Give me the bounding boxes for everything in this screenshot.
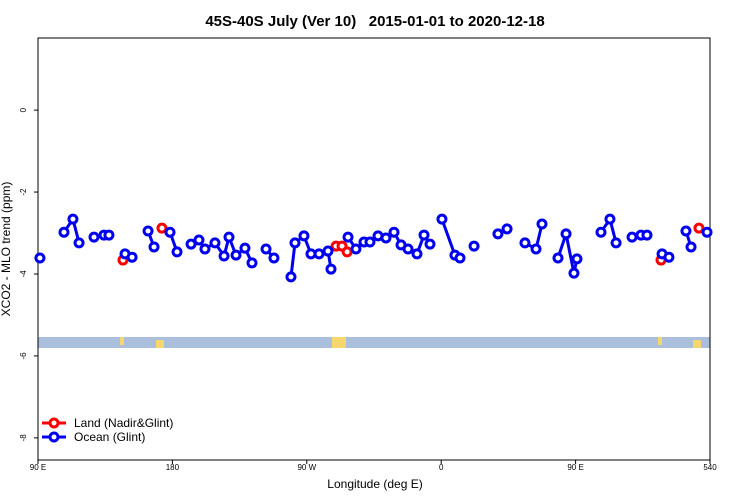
land-patch	[658, 337, 662, 345]
data-point	[268, 252, 280, 264]
data-point	[73, 237, 85, 249]
data-point	[492, 228, 504, 240]
y-tick-label: -6	[19, 352, 28, 360]
data-point	[285, 271, 297, 283]
data-point	[246, 257, 258, 269]
data-point	[322, 245, 334, 257]
data-point	[185, 238, 197, 250]
data-point	[342, 231, 354, 243]
data-point	[424, 238, 436, 250]
data-point	[519, 237, 531, 249]
chart-title: 45S-40S July (Ver 10) 2015-01-01 to 2020…	[205, 13, 544, 30]
data-point	[341, 246, 353, 258]
data-point	[604, 213, 616, 225]
data-point	[436, 213, 448, 225]
data-point	[364, 236, 376, 248]
x-tick-label: 90 E	[567, 463, 583, 472]
y-tick-label: -2	[19, 188, 28, 196]
legend-label: Land (Nadir&Glint)	[74, 416, 173, 430]
data-point	[298, 230, 310, 242]
data-point	[568, 267, 580, 279]
data-point	[313, 248, 325, 260]
x-tick-label: 90 W	[297, 463, 316, 472]
data-point	[325, 263, 337, 275]
data-point	[595, 226, 607, 238]
data-point	[402, 243, 414, 255]
data-point	[193, 234, 205, 246]
data-point	[223, 231, 235, 243]
land-patch	[120, 337, 124, 345]
legend-label: Ocean (Glint)	[74, 430, 145, 444]
map-strip	[38, 337, 710, 348]
data-point	[103, 229, 115, 241]
land-patch	[156, 340, 164, 348]
data-point	[126, 251, 138, 263]
data-point	[693, 222, 705, 234]
data-point	[142, 225, 154, 237]
data-point	[148, 241, 160, 253]
data-point	[380, 232, 392, 244]
data-point	[218, 250, 230, 262]
land-patch	[332, 337, 346, 348]
data-point	[468, 240, 480, 252]
data-point	[641, 229, 653, 241]
data-point	[626, 231, 638, 243]
x-tick-label: 0	[439, 463, 444, 472]
data-point	[230, 249, 242, 261]
x-tick-label: 180	[166, 463, 180, 472]
data-point	[552, 252, 564, 264]
data-point	[560, 228, 572, 240]
data-point	[350, 243, 362, 255]
y-tick-label: -4	[19, 270, 28, 278]
data-point	[680, 225, 692, 237]
data-point	[260, 243, 272, 255]
data-point	[199, 243, 211, 255]
data-point	[239, 242, 251, 254]
plot-frame	[37, 37, 711, 461]
data-point	[411, 248, 423, 260]
data-point	[530, 243, 542, 255]
data-point	[418, 229, 430, 241]
x-tick-label: 540	[703, 463, 717, 472]
data-point	[289, 237, 301, 249]
data-point	[34, 252, 46, 264]
data-point	[388, 226, 400, 238]
data-point	[171, 246, 183, 258]
data-point	[571, 253, 583, 265]
data-point	[610, 237, 622, 249]
data-point	[454, 252, 466, 264]
data-point	[67, 213, 79, 225]
data-point	[156, 222, 168, 234]
data-point	[58, 226, 70, 238]
series-line	[556, 228, 579, 274]
ocean-strip	[38, 337, 710, 348]
x-tick-label: 90 E	[30, 463, 46, 472]
y-tick-label: 0	[19, 107, 28, 112]
land-patch	[693, 340, 701, 348]
data-point	[209, 237, 221, 249]
data-point	[701, 226, 713, 238]
y-axis-label: XCO2 - MLO trend (ppm)	[0, 182, 13, 317]
y-tick-label: -8	[19, 434, 28, 442]
data-point	[501, 223, 513, 235]
legend-marker	[48, 431, 60, 443]
data-point	[88, 231, 100, 243]
data-point	[663, 251, 675, 263]
legend-marker	[48, 417, 60, 429]
data-point	[536, 218, 548, 230]
x-axis-label: Longitude (deg E)	[327, 477, 422, 491]
data-point	[685, 241, 697, 253]
data-point	[164, 226, 176, 238]
